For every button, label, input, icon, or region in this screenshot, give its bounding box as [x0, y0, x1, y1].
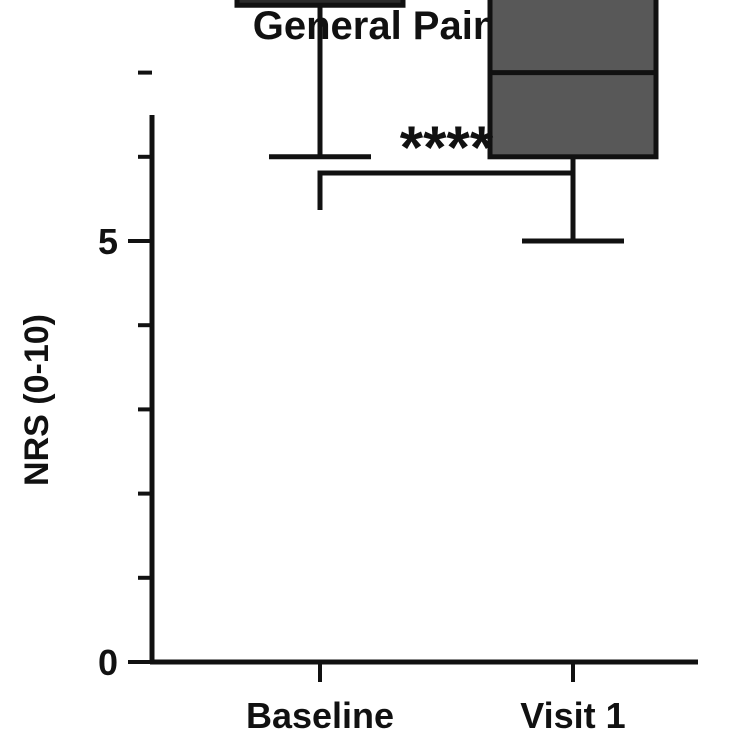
y-axis-label: NRS (0-10): [18, 314, 56, 486]
significance-bracket: [317, 170, 576, 210]
chart-title: General Pain: [252, 4, 498, 48]
y-tick-label: 0: [98, 642, 118, 683]
box-iqr: [234, 0, 406, 8]
box-iqr: [487, 0, 659, 160]
x-tick-label: Visit 1: [520, 695, 625, 736]
y-tick-label: 5: [98, 221, 118, 262]
x-tick-label: Baseline: [246, 695, 394, 736]
significance-label: ****: [400, 114, 494, 181]
